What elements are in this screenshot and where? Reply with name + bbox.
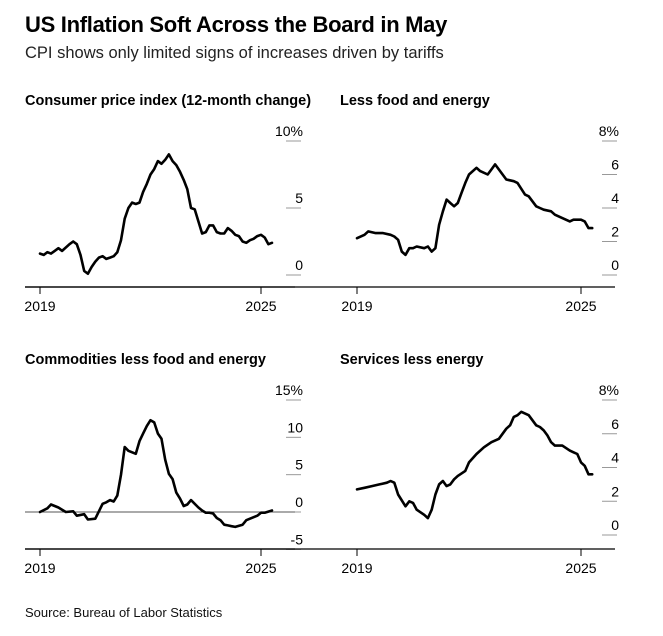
y-tick-label: 0 (295, 257, 303, 273)
y-tick-label: 2 (611, 224, 619, 240)
panel-title: Less food and energy (340, 93, 490, 109)
x-tick-label: 2019 (24, 298, 55, 314)
chart-title: US Inflation Soft Across the Board in Ma… (25, 12, 448, 37)
y-tick-label: 4 (611, 450, 619, 466)
y-tick-label: 8% (599, 123, 619, 139)
y-tick-label: 15% (275, 382, 303, 398)
source-note: Source: Bureau of Labor Statistics (25, 605, 223, 620)
y-tick-label: 2 (611, 483, 619, 499)
x-tick-label: 2025 (245, 560, 276, 576)
y-tick-label: 0 (295, 494, 303, 510)
y-tick-label: 10 (287, 419, 303, 435)
y-tick-label: 0 (611, 517, 619, 533)
y-tick-label: 5 (295, 190, 303, 206)
series-line (38, 418, 274, 529)
y-tick-label: 6 (611, 416, 619, 432)
x-tick-label: 2025 (565, 298, 596, 314)
y-tick-label: 6 (611, 157, 619, 173)
y-tick-label: 10% (275, 123, 303, 139)
y-tick-label: 8% (599, 382, 619, 398)
series-line (38, 153, 274, 276)
x-tick-label: 2019 (341, 560, 372, 576)
series-line (355, 163, 594, 257)
series-line (355, 410, 594, 520)
y-tick-label: 5 (295, 457, 303, 473)
y-tick-label: 4 (611, 190, 619, 206)
x-tick-label: 2025 (565, 560, 596, 576)
y-tick-label: 0 (611, 257, 619, 273)
x-tick-label: 2025 (245, 298, 276, 314)
x-tick-label: 2019 (24, 560, 55, 576)
panel-title: Commodities less food and energy (25, 352, 266, 368)
y-tick-label: -5 (291, 531, 304, 547)
chart-subtitle: CPI shows only limited signs of increase… (25, 44, 444, 62)
panel-title: Consumer price index (12-month change) (25, 93, 311, 109)
x-tick-label: 2019 (341, 298, 372, 314)
panel-title: Services less energy (340, 352, 484, 368)
